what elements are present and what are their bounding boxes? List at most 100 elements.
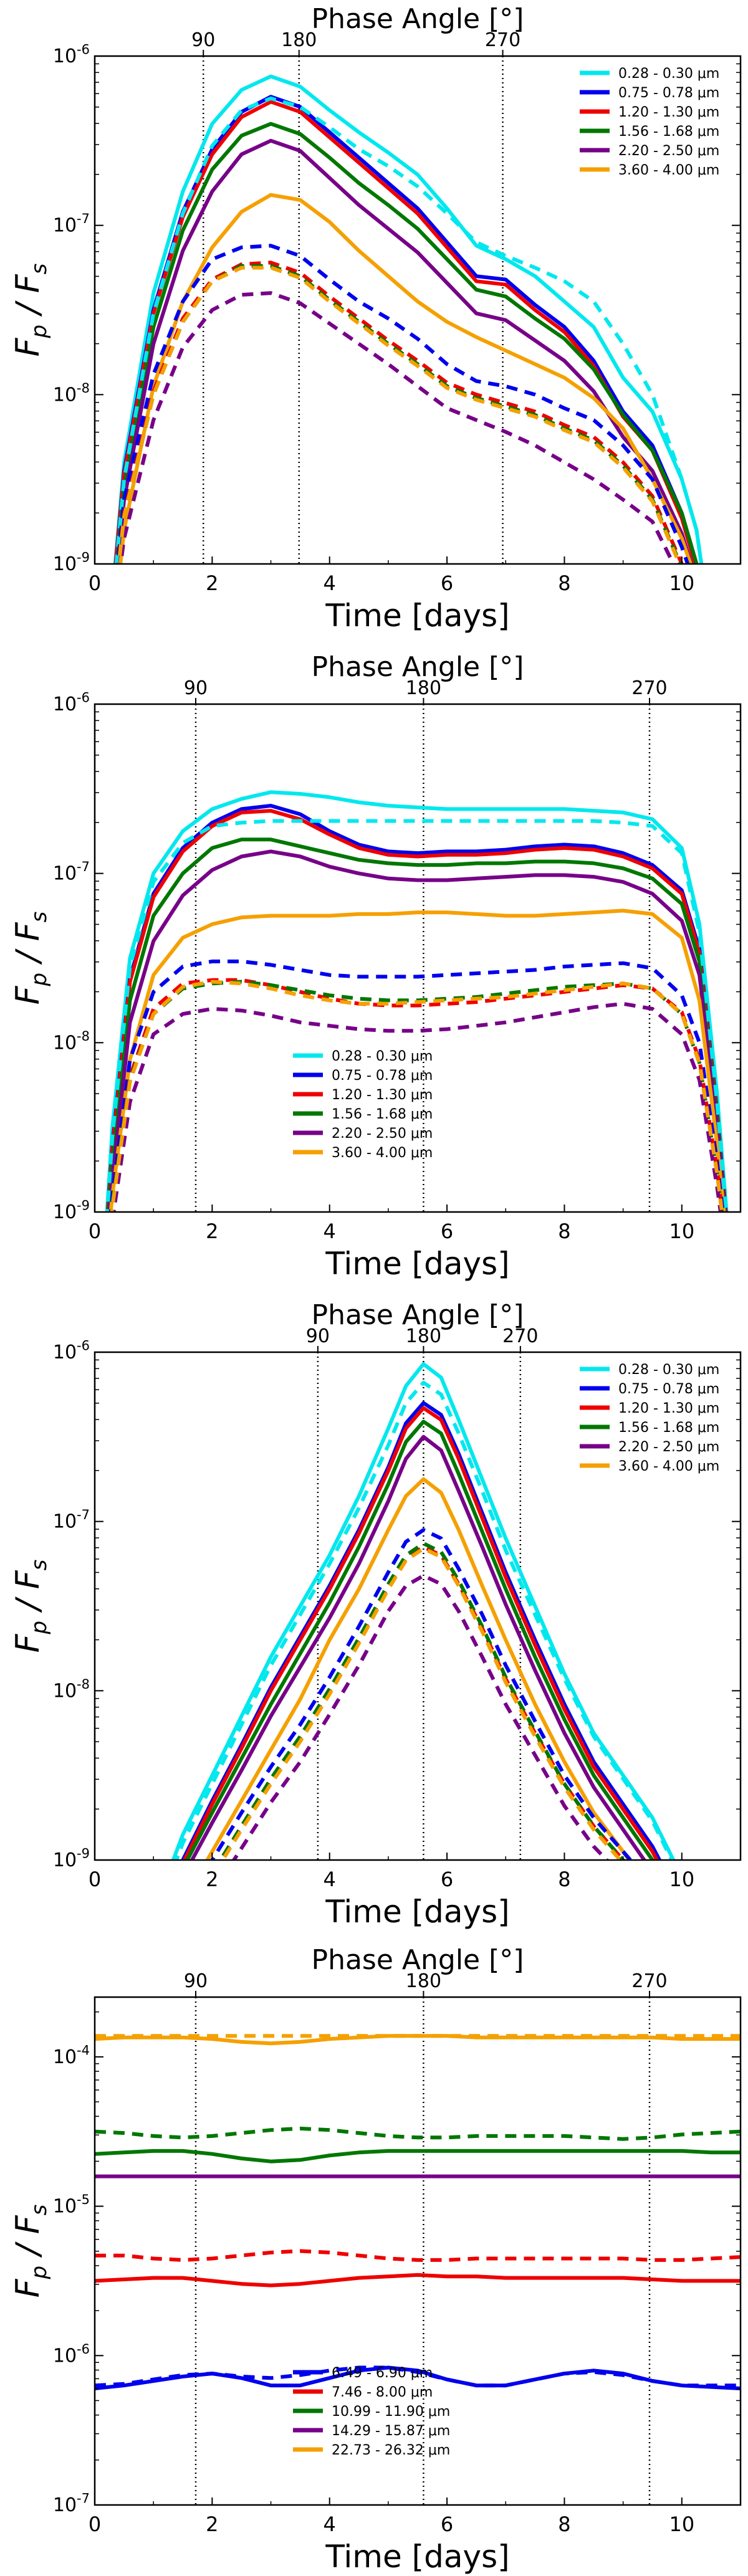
x-tick-label: 10: [669, 1219, 694, 1243]
x-tick-label: 0: [89, 2512, 101, 2536]
legend-label: 3.60 - 4.00 μm: [332, 1145, 433, 1161]
x-tick-label: 10: [669, 1868, 694, 1891]
x-tick-label: 6: [441, 1219, 453, 1243]
legend-label: 14.29 - 15.87 μm: [332, 2423, 450, 2439]
series-line-dashed: [105, 819, 729, 1212]
legend-label: 6.49 - 6.90 μm: [332, 2365, 433, 2381]
y-tick-label: 10-9: [53, 1198, 90, 1224]
series-line: [115, 138, 694, 564]
series-group: [95, 2034, 741, 2390]
legend-label: 3.60 - 4.00 μm: [618, 1459, 719, 1474]
series-line: [105, 809, 728, 1212]
x-tick-label: 2: [206, 1219, 218, 1243]
top-axis-title: Phase Angle [°]: [312, 1299, 524, 1331]
x-tick-label: 2: [206, 2512, 218, 2536]
phase-marker-label: 180: [406, 1325, 441, 1347]
y-tick-label: 10-7: [53, 2491, 90, 2517]
legend-label: 10.99 - 11.90 μm: [332, 2404, 450, 2420]
series-line-dashed: [231, 1573, 610, 1860]
series-line: [105, 804, 728, 1212]
x-tick-label: 6: [441, 1868, 453, 1891]
legend-label: 0.28 - 0.30 μm: [618, 66, 719, 82]
x-axis-label: Time [days]: [325, 2539, 509, 2575]
phase-marker-label: 180: [406, 677, 441, 699]
y-tick-label: 10-6: [53, 690, 90, 716]
y-axis-label: Fp / Fs: [9, 264, 52, 357]
legend-label: 0.28 - 0.30 μm: [332, 1049, 433, 1064]
legend-label: 1.20 - 1.30 μm: [618, 1401, 719, 1416]
legend-label: 0.75 - 0.78 μm: [618, 85, 719, 101]
phase-marker-label: 180: [406, 1970, 441, 1992]
x-tick-label: 0: [89, 1219, 101, 1243]
series-line: [115, 122, 699, 564]
legend: 6.49 - 6.90 μm 7.46 - 8.00 μm 10.99 - 11.9…: [293, 2365, 450, 2458]
series-line-dashed: [117, 264, 683, 564]
x-tick-label: 0: [89, 1868, 101, 1891]
series-line-dashed: [109, 978, 724, 1212]
legend-label: 22.73 - 26.32 μm: [332, 2443, 450, 2458]
series-line: [106, 837, 727, 1212]
legend: 0.28 - 0.30 μm 0.75 - 0.78 μm 1.20 - 1.30 …: [293, 1049, 433, 1161]
legend-label: 1.56 - 1.68 μm: [332, 1107, 433, 1122]
phase-marker-label: 90: [191, 29, 215, 51]
phase-marker-label: 270: [485, 29, 520, 51]
y-tick-label: 10-6: [53, 1338, 90, 1364]
top-axis-title: Phase Angle [°]: [312, 3, 524, 35]
phase-marker-label: 270: [631, 1970, 667, 1992]
series-group: [113, 74, 704, 564]
series-line-dashed: [174, 1380, 674, 1860]
x-axis-label: Time [days]: [325, 1894, 509, 1930]
y-tick-label: 10-7: [53, 1507, 90, 1533]
series-line-dashed: [117, 265, 682, 564]
series-line-dashed: [117, 260, 684, 564]
series-line-dashed: [95, 2365, 741, 2388]
phase-marker-label: 270: [502, 1325, 538, 1347]
legend: 0.28 - 0.30 μm 0.75 - 0.78 μm 1.20 - 1.30 …: [580, 66, 719, 178]
legend-label: 0.75 - 0.78 μm: [332, 1068, 433, 1084]
x-axis-label: Time [days]: [325, 1246, 509, 1282]
y-tick-label: 10-7: [53, 211, 90, 237]
x-tick-label: 4: [324, 571, 336, 595]
series-line-dashed: [118, 291, 676, 564]
y-axis-label: Fp / Fs: [9, 2205, 52, 2298]
x-tick-label: 0: [89, 571, 101, 595]
y-tick-label: 10-7: [53, 859, 90, 885]
legend: 0.28 - 0.30 μm 0.75 - 0.78 μm 1.20 - 1.30 …: [580, 1362, 719, 1474]
legend-label: 1.20 - 1.30 μm: [618, 105, 719, 120]
legend-label: 2.20 - 2.50 μm: [618, 143, 719, 159]
x-tick-label: 10: [669, 2512, 694, 2536]
chart-panel-3: Phase Angle [°]90 180 270 0 2 4 6 8 10 10-9 10-8 10…: [9, 1299, 742, 1930]
series-line: [182, 1406, 659, 1860]
x-tick-label: 2: [206, 1868, 218, 1891]
series-line: [205, 1477, 631, 1860]
x-tick-label: 4: [324, 2512, 336, 2536]
x-tick-label: 8: [558, 571, 570, 595]
series-line-dashed: [95, 2126, 741, 2141]
y-tick-label: 10-6: [53, 42, 90, 68]
chart-panel-1: Phase Angle [°] 90 180 270 0 2 4 6 8 10 10-9 10-8 10…: [9, 3, 742, 634]
legend-label: 1.56 - 1.68 μm: [618, 124, 719, 140]
series-line-dashed: [108, 959, 725, 1212]
y-tick-label: 10-8: [53, 1677, 90, 1702]
series-line: [105, 790, 729, 1212]
x-tick-label: 6: [441, 571, 453, 595]
axes-frame: [94, 703, 742, 1213]
series-group: [105, 790, 729, 1212]
series-line: [107, 849, 727, 1212]
x-tick-label: 2: [206, 571, 218, 595]
legend-label: 2.20 - 2.50 μm: [618, 1439, 719, 1455]
series-line-dashed: [209, 1528, 633, 1860]
x-tick-label: 4: [324, 1868, 336, 1891]
x-tick-label: 4: [324, 1219, 336, 1243]
x-tick-label: 10: [669, 571, 694, 595]
phase-marker-label: 180: [281, 29, 317, 51]
x-axis-label: Time [days]: [325, 598, 509, 634]
series-line-dashed: [115, 244, 690, 564]
y-tick-label: 10-9: [53, 550, 90, 576]
series-line-dashed: [112, 1001, 722, 1212]
series-line: [95, 2273, 741, 2287]
y-tick-label: 10-5: [53, 2192, 90, 2218]
series-line: [113, 74, 704, 564]
y-tick-label: 10-8: [53, 1029, 90, 1054]
series-line: [189, 1434, 647, 1860]
